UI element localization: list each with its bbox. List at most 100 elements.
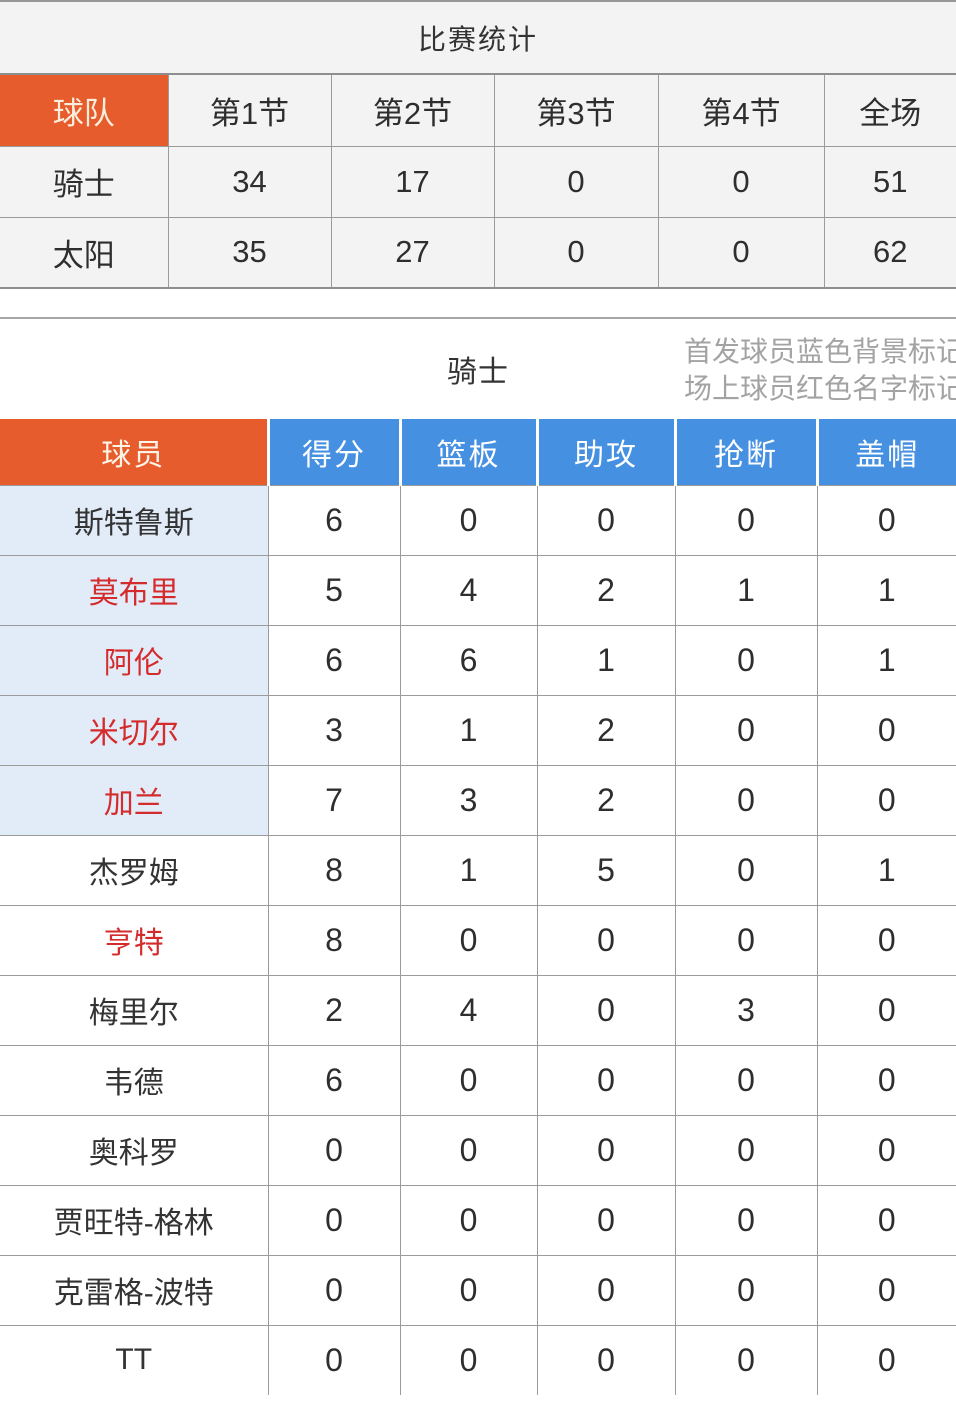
rebounds-cell: 0 — [399, 1324, 537, 1395]
team-score-row: 太阳 35 27 0 0 62 — [0, 216, 956, 289]
total-score-cell: 62 — [823, 216, 956, 289]
legend-line-starters: 首发球员蓝色背景标记 — [684, 336, 956, 367]
points-cell: 3 — [267, 694, 400, 765]
points-cell: 0 — [267, 1324, 400, 1395]
team-name-cell: 太阳 — [0, 216, 169, 289]
blocks-cell: 1 — [816, 554, 956, 625]
points-cell: 8 — [267, 904, 400, 975]
steals-cell: 0 — [674, 1184, 817, 1255]
section-divider — [0, 317, 956, 319]
players-table: 球员 得分 篮板 助攻 抢断 盖帽 斯特鲁斯 6 0 0 0 0 莫布里 5 4… — [0, 419, 956, 1395]
blocks-cell: 0 — [816, 1044, 956, 1115]
assists-cell: 0 — [536, 1324, 675, 1395]
steals-cell: 0 — [674, 904, 817, 975]
quarter-score-cell: 0 — [657, 216, 825, 289]
rebounds-cell: 4 — [399, 554, 537, 625]
blocks-cell: 0 — [816, 764, 956, 835]
steals-cell: 0 — [674, 764, 817, 835]
blocks-cell: 0 — [816, 1184, 956, 1255]
steals-cell: 3 — [674, 974, 817, 1045]
player-row: 奥科罗 0 0 0 0 0 — [0, 1114, 956, 1185]
blocks-cell: 0 — [816, 974, 956, 1045]
assists-cell: 0 — [536, 974, 675, 1045]
points-col-header: 得分 — [266, 419, 400, 485]
player-name-cell: 贾旺特-格林 — [0, 1184, 268, 1255]
points-cell: 8 — [267, 834, 400, 905]
player-name-cell: 杰罗姆 — [0, 834, 268, 905]
roster-team-title: 骑士 — [447, 356, 509, 389]
steals-cell: 0 — [674, 1254, 817, 1325]
rebounds-cell: 0 — [399, 904, 537, 975]
blocks-col-header: 盖帽 — [815, 419, 956, 485]
assists-cell: 0 — [536, 1044, 675, 1115]
player-row: 梅里尔 2 4 0 3 0 — [0, 974, 956, 1045]
player-name-cell: 莫布里 — [0, 554, 268, 625]
player-name-cell: 亨特 — [0, 904, 268, 975]
assists-cell: 2 — [536, 694, 675, 765]
rebounds-cell: 4 — [399, 974, 537, 1045]
player-row: 阿伦 6 6 1 0 1 — [0, 624, 956, 695]
assists-cell: 0 — [536, 904, 675, 975]
player-col-header: 球员 — [0, 419, 268, 485]
quarters-header-row: 球队 第1节 第2节 第3节 第4节 全场 — [0, 73, 956, 147]
rebounds-cell: 0 — [399, 1184, 537, 1255]
blocks-cell: 0 — [816, 1324, 956, 1395]
player-name-cell: 米切尔 — [0, 694, 268, 765]
points-cell: 2 — [267, 974, 400, 1045]
total-header: 全场 — [823, 73, 956, 147]
player-name-cell: 阿伦 — [0, 624, 268, 695]
rebounds-cell: 1 — [399, 834, 537, 905]
quarter-score-cell: 0 — [493, 145, 659, 218]
points-cell: 7 — [267, 764, 400, 835]
assists-cell: 0 — [536, 1184, 675, 1255]
points-cell: 6 — [267, 624, 400, 695]
points-cell: 6 — [267, 1044, 400, 1115]
team-col-header: 球队 — [0, 73, 169, 147]
steals-col-header: 抢断 — [673, 419, 817, 485]
assists-cell: 0 — [536, 1114, 675, 1185]
steals-cell: 0 — [674, 1324, 817, 1395]
rebounds-cell: 3 — [399, 764, 537, 835]
quarters-section: 比赛统计 球队 第1节 第2节 第3节 第4节 全场 骑士 34 17 — [0, 0, 956, 289]
team-name-cell: 骑士 — [0, 145, 169, 218]
quarter-score-cell: 27 — [330, 216, 495, 289]
blocks-cell: 0 — [816, 484, 956, 555]
quarter-score-cell: 17 — [330, 145, 495, 218]
quarter-score-cell: 35 — [167, 216, 332, 289]
quarter-4-header: 第4节 — [657, 73, 825, 147]
match-stats-title: 比赛统计 — [417, 23, 538, 55]
blocks-cell: 0 — [816, 904, 956, 975]
player-name-cell: 梅里尔 — [0, 974, 268, 1045]
player-row: 克雷格-波特 0 0 0 0 0 — [0, 1254, 956, 1325]
assists-cell: 2 — [536, 764, 675, 835]
rebounds-cell: 0 — [399, 1254, 537, 1325]
player-row: 韦德 6 0 0 0 0 — [0, 1044, 956, 1115]
player-row: 斯特鲁斯 6 0 0 0 0 — [0, 484, 956, 555]
player-name-cell: 克雷格-波特 — [0, 1254, 268, 1325]
rebounds-col-header: 篮板 — [398, 419, 537, 485]
quarter-score-cell: 0 — [657, 145, 825, 218]
assists-cell: 5 — [536, 834, 675, 905]
assists-cell: 0 — [536, 484, 675, 555]
roster-header: 骑士 首发球员蓝色背景标记 场上球员红色名字标记 — [0, 319, 956, 419]
points-cell: 0 — [267, 1254, 400, 1325]
legend-line-oncourt: 场上球员红色名字标记 — [684, 373, 956, 404]
player-row: 米切尔 3 1 2 0 0 — [0, 694, 956, 765]
player-name-cell: 加兰 — [0, 764, 268, 835]
blocks-cell: 0 — [816, 1114, 956, 1185]
points-cell: 0 — [267, 1184, 400, 1255]
steals-cell: 0 — [674, 484, 817, 555]
assists-cell: 1 — [536, 624, 675, 695]
quarter-1-header: 第1节 — [167, 73, 332, 147]
quarter-2-header: 第2节 — [330, 73, 495, 147]
player-row: 杰罗姆 8 1 5 0 1 — [0, 834, 956, 905]
rebounds-cell: 6 — [399, 624, 537, 695]
steals-cell: 0 — [674, 1044, 817, 1115]
rebounds-cell: 1 — [399, 694, 537, 765]
players-header-row: 球员 得分 篮板 助攻 抢断 盖帽 — [0, 419, 956, 485]
points-cell: 6 — [267, 484, 400, 555]
assists-cell: 2 — [536, 554, 675, 625]
total-score-cell: 51 — [823, 145, 956, 218]
blocks-cell: 1 — [816, 624, 956, 695]
